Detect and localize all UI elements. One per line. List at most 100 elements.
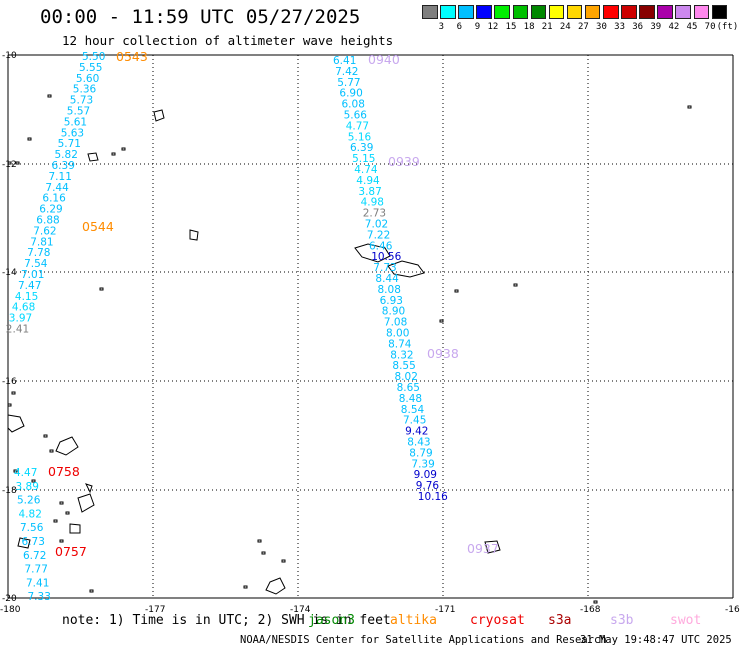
axis-labels: -180 -177 -174 -171 -168 -16 -10 -12 -14 -16 -18 -2… [0, 51, 740, 615]
swh-value: 8.43 [407, 437, 430, 449]
swh-value: 7.73 [373, 262, 396, 274]
swh-value: 5.82 [55, 149, 78, 161]
legend-swatch [422, 5, 438, 19]
legend-swatch [476, 5, 492, 19]
swh-value: 6.93 [380, 295, 403, 307]
swh-value: 6.73 [22, 536, 45, 548]
island-outline [55, 436, 79, 456]
swh-value: 7.42 [335, 66, 358, 78]
satellite-label: s3a [548, 613, 572, 628]
legend-swatch [548, 5, 565, 19]
islet [89, 589, 94, 593]
swh-value: 4.15 [15, 291, 38, 303]
lat-label: -18 [2, 486, 17, 496]
swh-value: 5.60 [76, 73, 99, 85]
swh-value: 8.74 [388, 338, 412, 350]
islet [99, 287, 104, 291]
swh-value: 5.63 [61, 127, 84, 139]
pass-id-label: 0757 [55, 544, 87, 559]
islet [15, 161, 20, 165]
swh-value: 9.09 [414, 469, 437, 481]
pass-id-label: 0544 [82, 219, 114, 234]
swh-value: 7.78 [27, 247, 50, 259]
swh-value: 5.15 [352, 153, 375, 165]
islet [243, 585, 248, 589]
islet [11, 391, 16, 395]
islet [261, 551, 266, 555]
legend-label: 39 [650, 22, 662, 32]
swh-value: 7.02 [365, 219, 388, 231]
swh-value: 8.55 [392, 360, 415, 372]
islet [13, 469, 18, 473]
island-outline [387, 260, 425, 278]
legend-swatch [512, 5, 528, 19]
footer-note: note: 1) Time is in UTC; 2) SWH is in fe… [62, 613, 391, 628]
legend-swatch [603, 5, 619, 19]
legend-swatch [711, 5, 728, 19]
swh-value: 7.44 [45, 182, 69, 194]
swh-value: 8.65 [397, 382, 420, 394]
legend-swatch [675, 5, 691, 19]
swh-value: 4.74 [354, 164, 378, 176]
swh-value: 10.56 [371, 251, 401, 263]
lon-label: -174 [290, 605, 311, 615]
swh-value: 7.54 [24, 258, 48, 270]
swh-value: 7.08 [384, 317, 407, 329]
swh-value: 5.26 [17, 495, 41, 507]
island-outline [85, 483, 93, 494]
islet [7, 161, 12, 165]
satellite-label: jason3 [308, 613, 355, 628]
islet [281, 559, 286, 563]
swh-value: 5.66 [344, 110, 368, 122]
pass-id-label: 0940 [368, 52, 400, 67]
swh-value: 5.36 [73, 84, 97, 96]
swh-value: 7.56 [20, 522, 44, 534]
swh-value: 5.16 [348, 131, 372, 143]
swh-value: 8.32 [390, 349, 413, 361]
islet [111, 152, 116, 156]
legend-label: 27 [577, 22, 589, 32]
coastlines [7, 94, 692, 604]
lon-label: -16 [725, 605, 740, 615]
legend-label: 45 [686, 22, 698, 32]
legend-label: 33 [614, 22, 625, 32]
legend-label: 30 [596, 22, 607, 32]
lat-label: -12 [2, 160, 17, 170]
pass-id-label: 0938 [427, 346, 459, 361]
islet [65, 511, 70, 515]
swh-value: 7.77 [25, 564, 48, 576]
islet [454, 289, 459, 293]
legend-label: 70 [704, 22, 716, 32]
legend-swatch [584, 5, 601, 19]
swh-value: 5.55 [79, 62, 102, 74]
islet [49, 449, 54, 453]
lon-label: -177 [145, 605, 165, 615]
islet [47, 94, 52, 98]
swh-value: 3.97 [9, 313, 32, 325]
swh-value: 4.94 [356, 175, 380, 187]
map-title: 00:00 - 11:59 UTC 05/27/2025 [40, 6, 361, 28]
swh-value: 6.46 [369, 240, 393, 252]
island-outline [189, 229, 199, 241]
swh-value: 4.68 [12, 302, 35, 314]
islet [59, 539, 64, 543]
island-outline [153, 109, 165, 122]
island-outline [77, 493, 95, 513]
swh-value: 7.62 [33, 225, 56, 237]
legend-label: 36 [632, 22, 644, 32]
lat-label: -16 [2, 377, 17, 387]
swh-value: 3.89 [16, 481, 39, 493]
lon-label: -171 [435, 605, 455, 615]
islet [257, 539, 262, 543]
swh-value: 6.08 [342, 99, 365, 111]
swh-value: 6.41 [333, 55, 356, 67]
legend-swatch [458, 5, 474, 19]
satellite-label: cryosat [470, 613, 525, 628]
swh-value: 7.33 [28, 591, 51, 603]
swh-value: 5.77 [337, 77, 360, 89]
pass-id-label: 0758 [48, 464, 80, 479]
legend-swatch [440, 5, 456, 19]
lon-label: -180 [0, 605, 21, 615]
pass-id-label: 0543 [116, 49, 148, 64]
islet [53, 519, 58, 523]
